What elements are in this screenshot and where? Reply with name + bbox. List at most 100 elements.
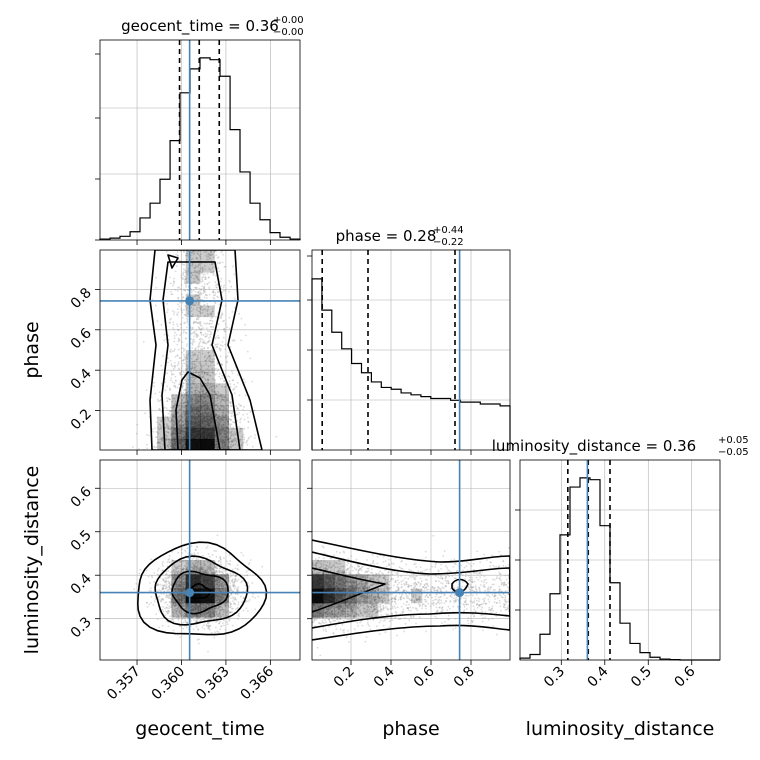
scatter-point	[199, 289, 202, 292]
scatter-point	[178, 383, 181, 386]
scatter-point	[221, 445, 224, 448]
scatter-point	[166, 613, 169, 615]
scatter-point	[182, 436, 185, 439]
scatter-point	[185, 337, 188, 340]
scatter-point	[201, 267, 204, 269]
scatter-point	[196, 321, 199, 324]
scatter-point	[203, 347, 206, 350]
scatter-point	[185, 368, 188, 371]
scatter-point	[222, 286, 225, 289]
scatter-point	[230, 431, 232, 433]
scatter-point	[222, 336, 225, 339]
scatter-point	[217, 392, 220, 394]
scatter-point	[184, 604, 187, 607]
scatter-point	[227, 604, 230, 607]
scatter-point	[215, 617, 218, 619]
scatter-point	[207, 395, 209, 397]
scatter-point	[172, 614, 175, 617]
scatter-point	[219, 433, 222, 436]
scatter-point	[214, 393, 217, 396]
scatter-point	[199, 253, 202, 256]
scatter-point	[210, 253, 212, 256]
title-phase-upper: +0.44	[433, 225, 464, 236]
scatter-point	[161, 369, 164, 371]
scatter-point	[226, 427, 229, 430]
scatter-point	[183, 393, 186, 396]
scatter-point	[170, 406, 172, 409]
scatter-point	[219, 401, 222, 404]
grid-lines	[100, 460, 300, 660]
scatter-point	[196, 275, 198, 278]
scatter-point	[203, 347, 206, 349]
scatter-point	[191, 402, 194, 405]
density-cell	[185, 383, 201, 395]
scatter-point	[178, 430, 181, 432]
scatter-point	[223, 426, 226, 428]
scatter-point	[223, 414, 226, 416]
scatter-point	[216, 416, 219, 419]
scatter-point	[216, 286, 218, 289]
scatter-point	[243, 405, 246, 408]
scatter-point	[218, 303, 221, 306]
scatter-point	[182, 359, 185, 362]
scatter-point	[216, 440, 218, 443]
scatter-point	[207, 373, 210, 376]
scatter-point	[198, 395, 201, 398]
scatter-point	[183, 379, 186, 382]
scatter-point	[211, 266, 214, 269]
scatter-point	[201, 268, 204, 271]
scatter-point	[227, 399, 230, 401]
scatter-point	[211, 609, 214, 611]
scatter-point	[178, 338, 180, 341]
scatter-point	[208, 354, 211, 357]
scatter-point	[196, 393, 199, 396]
scatter-point	[219, 280, 222, 283]
density-cell	[171, 438, 187, 450]
scatter-point	[151, 298, 154, 301]
scatter-point	[227, 375, 230, 378]
scatter-point	[217, 256, 220, 258]
scatter-point	[187, 401, 190, 404]
scatter-point	[172, 414, 175, 417]
scatter-point	[226, 427, 229, 429]
scatter-point	[235, 385, 238, 388]
scatter-point	[209, 319, 211, 322]
scatter-point	[192, 628, 195, 631]
scatter-point	[229, 281, 231, 283]
scatter-point	[165, 439, 168, 442]
scatter-point	[224, 289, 227, 292]
scatter-point	[208, 369, 211, 372]
scatter-point	[180, 326, 182, 329]
scatter-point	[230, 418, 232, 421]
scatter-point	[239, 438, 242, 441]
scatter-point	[195, 604, 198, 607]
scatter-point	[169, 409, 172, 412]
scatter-point	[195, 286, 198, 289]
scatter-point	[165, 425, 168, 428]
scatter-point	[181, 433, 184, 435]
scatter-point	[182, 353, 185, 356]
scatter-point	[207, 368, 209, 371]
contour-line	[161, 261, 241, 450]
scatter-point	[221, 439, 224, 442]
scatter-point	[221, 443, 224, 446]
scatter-point	[187, 353, 189, 356]
scatter-point	[217, 403, 219, 405]
scatter-point	[191, 391, 194, 394]
scatter-point	[182, 359, 185, 362]
scatter-point	[202, 393, 205, 396]
scatter-point	[203, 315, 206, 317]
scatter-point	[216, 447, 219, 450]
scatter-point	[172, 397, 174, 400]
scatter-point	[216, 385, 218, 388]
scatter-point	[208, 287, 211, 290]
scatter-point	[208, 323, 211, 325]
scatter-point	[219, 433, 221, 436]
scatter-point	[198, 605, 201, 608]
scatter-point	[178, 584, 181, 587]
scatter-point	[208, 286, 211, 289]
scatter-point	[216, 262, 219, 264]
scatter-point	[199, 292, 202, 295]
scatter-point	[174, 364, 177, 367]
scatter-point	[201, 386, 204, 389]
